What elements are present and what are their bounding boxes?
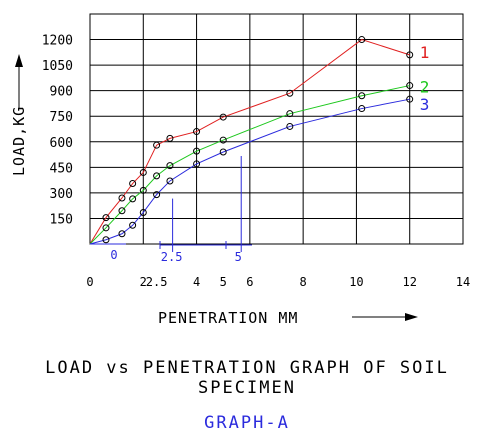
y-tick-label: 450: [50, 161, 73, 176]
data-point: [358, 105, 366, 113]
data-point: [286, 110, 294, 118]
data-point: [193, 160, 201, 168]
data-point: [118, 207, 126, 215]
data-point: [406, 95, 414, 103]
x-axis-arrow-head: [405, 313, 418, 321]
data-point: [139, 168, 147, 176]
data-point: [219, 113, 227, 121]
data-point: [153, 191, 161, 199]
data-point: [406, 51, 414, 59]
x-tick-label: 10: [349, 275, 363, 289]
y-tick-label: 150: [50, 212, 73, 227]
data-point: [166, 134, 174, 142]
y-tick-label: 300: [50, 187, 73, 202]
x-tick-label: 8: [300, 275, 307, 289]
data-point: [193, 147, 201, 155]
data-point: [286, 89, 294, 97]
data-point: [286, 122, 294, 130]
data-point: [118, 194, 126, 202]
chart-title: LOAD vs PENETRATION GRAPH OF SOIL SPECIM…: [45, 358, 449, 398]
reference-markers: 0 2.5 5: [90, 156, 252, 264]
x-tick-label: 12: [402, 275, 416, 289]
chart-grid: [89, 13, 464, 245]
series-label: 2: [420, 78, 430, 97]
data-point: [358, 92, 366, 100]
series-3: 3: [89, 95, 430, 245]
x-tick-label: 14: [456, 275, 470, 289]
data-point: [118, 230, 126, 238]
data-point: [406, 82, 414, 90]
data-point: [102, 224, 110, 232]
axis-labels: PENETRATION MM LOAD,KG: [10, 54, 418, 327]
x-tick-labels: 0 22.5 4 5 6 8 10 12 14: [86, 275, 470, 289]
origin-label: 0: [110, 248, 117, 262]
x-tick-label: 2.5: [146, 275, 168, 289]
marker-label: 5: [235, 250, 242, 264]
y-tick-label: 900: [50, 85, 73, 100]
x-tick-label: 2: [140, 275, 147, 289]
data-point: [166, 177, 174, 185]
data-point: [219, 148, 227, 156]
series-label: 1: [420, 43, 430, 62]
data-point: [219, 136, 227, 144]
series-line: [89, 39, 410, 245]
data-point: [139, 186, 147, 194]
series-group: 1 23: [89, 36, 430, 245]
y-tick-labels: 150 300 450 600 750 900 1050 1200: [42, 34, 73, 228]
data-point: [153, 141, 161, 149]
data-point: [166, 162, 174, 170]
chart-subtitle: GRAPH-A: [204, 413, 290, 433]
y-tick-label: 1050: [42, 59, 73, 74]
y-axis-arrow-head: [15, 54, 23, 67]
data-point: [129, 180, 137, 188]
series-label: 3: [420, 95, 430, 114]
x-axis-label: PENETRATION MM: [158, 309, 298, 327]
data-point: [153, 172, 161, 180]
data-point: [193, 128, 201, 136]
x-tick-label: 4: [193, 275, 200, 289]
y-tick-label: 750: [50, 110, 73, 125]
y-tick-label: 600: [50, 136, 73, 151]
marker-label: 2.5: [161, 250, 183, 264]
data-point: [129, 221, 137, 229]
y-axis-label: LOAD,KG: [10, 106, 28, 176]
series-1: 1: [89, 36, 430, 245]
plot-frame: [89, 13, 464, 245]
data-point: [129, 195, 137, 203]
data-point: [102, 236, 110, 244]
x-tick-label: 6: [246, 275, 253, 289]
data-point: [358, 36, 366, 44]
y-tick-label: 1200: [42, 34, 73, 49]
x-tick-label: 5: [220, 275, 227, 289]
series-2: 2: [89, 78, 430, 245]
data-point: [102, 214, 110, 222]
series-line: [89, 85, 410, 245]
x-tick-label: 0: [86, 275, 93, 289]
data-point: [139, 208, 147, 216]
